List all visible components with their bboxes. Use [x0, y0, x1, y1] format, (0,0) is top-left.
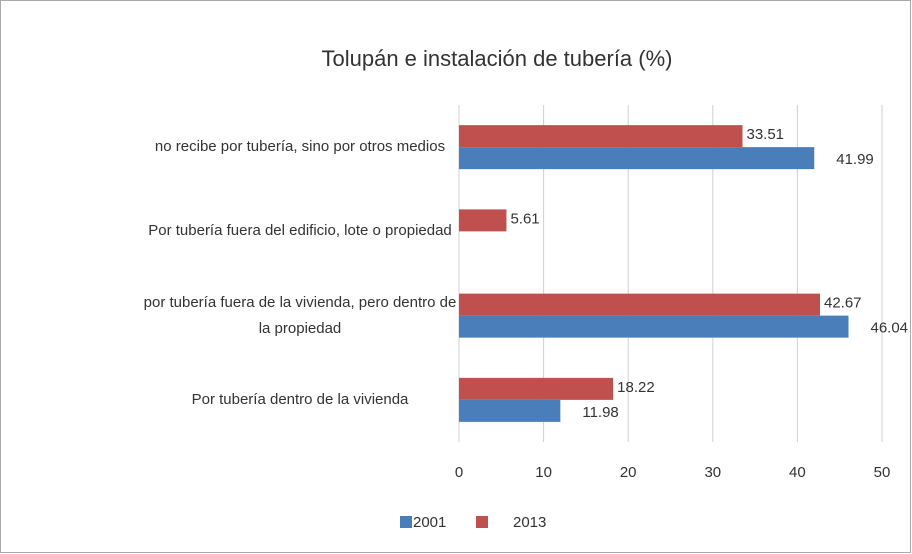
bar — [459, 377, 614, 400]
x-tick-label: 40 — [789, 464, 806, 481]
legend-label: 2013 — [513, 514, 546, 531]
bar — [459, 399, 561, 422]
x-tick-label: 20 — [620, 464, 637, 481]
data-label: 5.61 — [510, 210, 539, 227]
category-label: Por tubería fuera del edificio, lote o p… — [148, 222, 452, 240]
chart-title: Tolupán e instalación de tubería (%) — [322, 46, 673, 71]
data-label: 11.98 — [582, 404, 618, 421]
category-label: no recibe por tubería, sino por otros me… — [154, 138, 446, 156]
bar — [459, 315, 849, 338]
data-label: 18.22 — [617, 379, 655, 396]
x-tick-label: 0 — [455, 464, 463, 481]
bar — [459, 147, 815, 170]
data-label: 33.51 — [746, 126, 784, 143]
category-label: Por tubería dentro de la vivienda — [191, 390, 409, 408]
bar — [459, 209, 507, 232]
data-label: 46.04 — [870, 320, 908, 337]
legend-swatch — [400, 516, 412, 528]
bar — [459, 293, 820, 316]
x-tick-label: 30 — [704, 464, 721, 481]
legend-swatch — [476, 516, 488, 528]
x-tick-label: 10 — [535, 464, 552, 481]
x-tick-label: 50 — [874, 464, 891, 481]
legend-label: 2001 — [413, 514, 446, 531]
bar — [459, 125, 743, 148]
data-label: 42.67 — [824, 295, 862, 312]
data-label: 41.99 — [836, 151, 874, 168]
category-label: por tubería fuera de la vivienda, pero d… — [143, 293, 457, 337]
